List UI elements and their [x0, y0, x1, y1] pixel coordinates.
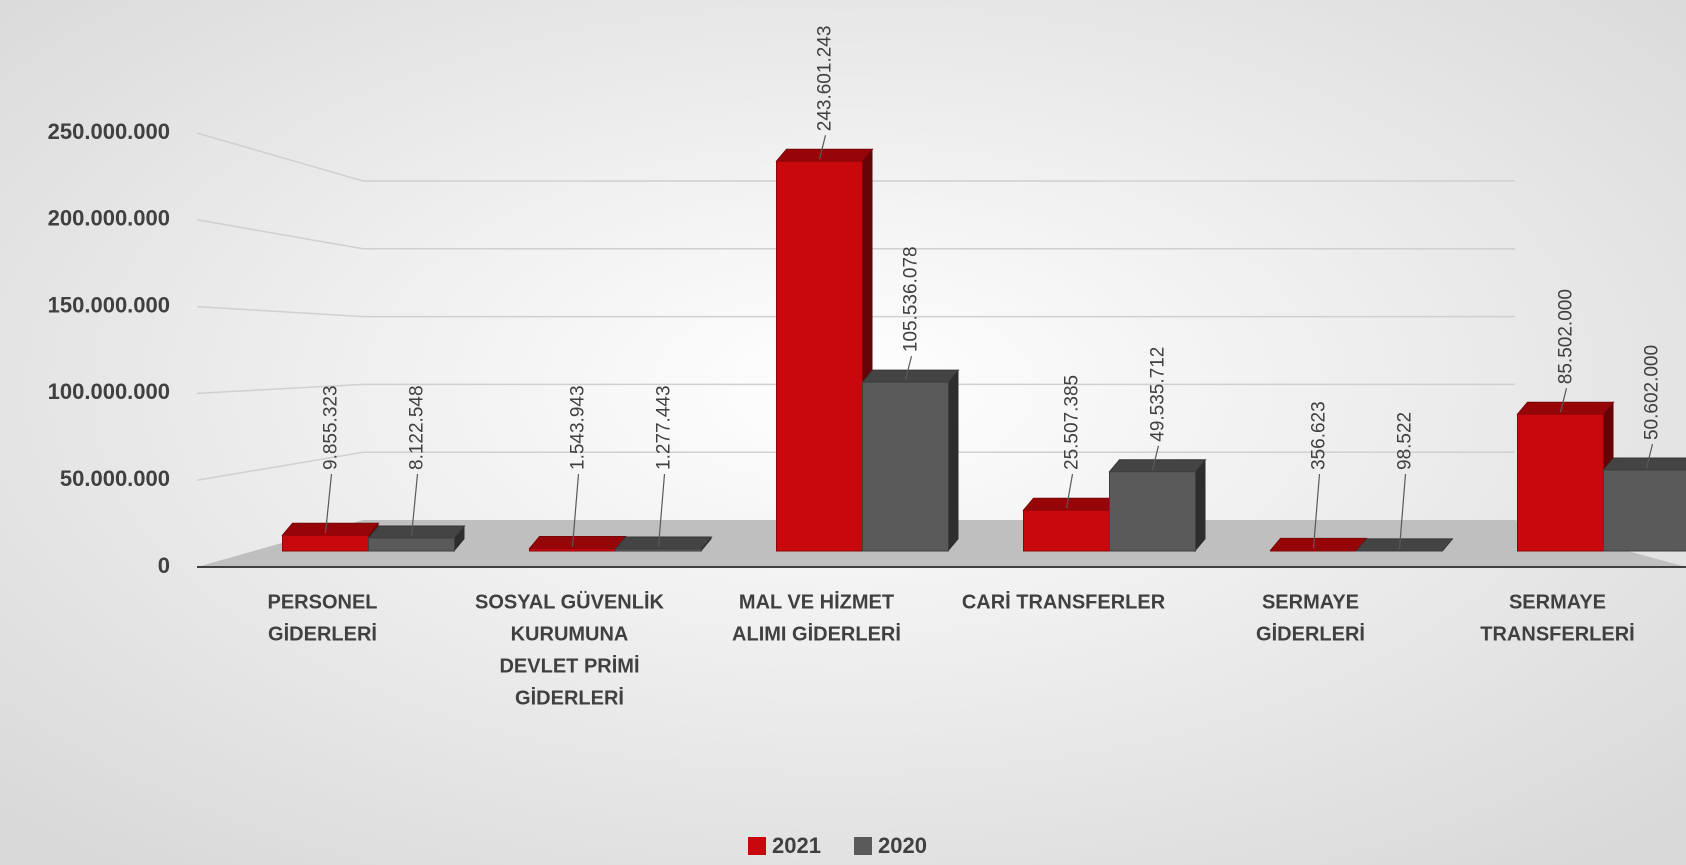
bar	[1022, 497, 1121, 552]
grid-line	[196, 383, 1515, 395]
value-label: 98.522	[1395, 412, 1416, 470]
x-tick-label: GİDERLERİ	[268, 622, 377, 645]
grid-line	[196, 219, 1515, 250]
bar	[614, 536, 713, 552]
x-tick-label: TRANSFERLERİ	[1480, 622, 1634, 645]
bar	[1108, 459, 1207, 552]
x-tick-label: SOSYAL GÜVENLİK	[475, 590, 664, 613]
bar-top	[1269, 537, 1368, 551]
y-tick-label: 200.000.000	[48, 206, 170, 231]
bar-top	[614, 536, 713, 550]
y-tick-label: 100.000.000	[48, 379, 170, 404]
leader-line	[1559, 388, 1568, 413]
bar	[1602, 457, 1686, 552]
y-tick-label: 150.000.000	[48, 292, 170, 317]
bar	[1269, 537, 1368, 552]
x-tick-label: PERSONEL	[267, 591, 377, 613]
bar-front	[1023, 509, 1110, 552]
leader-line	[1645, 443, 1654, 469]
value-label: 105.536.078	[901, 246, 922, 352]
grid-line	[196, 305, 1515, 318]
bar-front	[529, 548, 616, 552]
y-tick-label: 0	[158, 553, 170, 578]
bar-front	[282, 534, 369, 552]
bar-top	[367, 525, 466, 539]
bar-top	[1516, 401, 1615, 415]
leader-line	[818, 135, 827, 160]
legend-label: 2021	[772, 833, 821, 858]
value-label: 85.502.000	[1556, 289, 1577, 384]
bar	[1355, 538, 1454, 552]
x-tick-label: GİDERLERİ	[515, 686, 624, 709]
value-label: 9.855.323	[321, 385, 342, 470]
bar	[367, 525, 466, 552]
value-label: 356.623	[1309, 401, 1330, 470]
bar-top	[1355, 538, 1454, 552]
bar	[528, 536, 627, 552]
legend-label: 2020	[878, 833, 927, 858]
bar-front	[1109, 471, 1196, 552]
value-label: 8.122.548	[407, 385, 428, 470]
grid-line	[196, 451, 1515, 481]
bar-top	[861, 369, 960, 383]
leader-line	[904, 355, 913, 381]
y-tick-label: 250.000.000	[48, 119, 170, 144]
bar-front	[1603, 469, 1686, 552]
bar-top	[1022, 497, 1121, 511]
bar-front	[1270, 549, 1357, 552]
bar-side	[1195, 459, 1206, 551]
x-tick-label: SERMAYE	[1262, 591, 1359, 613]
leader-line	[1151, 445, 1160, 470]
x-tick-label: GİDERLERİ	[1256, 622, 1365, 645]
bar	[861, 369, 960, 552]
bar-top	[775, 148, 874, 162]
bar-front	[615, 548, 702, 552]
leader-line	[571, 473, 580, 547]
grid-line	[196, 132, 1515, 182]
bar-top	[1602, 457, 1686, 471]
value-label: 243.601.243	[815, 26, 836, 132]
leader-line	[1312, 473, 1321, 549]
x-tick-label: DEVLET PRİMİ	[499, 654, 639, 677]
leader-line	[324, 473, 333, 534]
x-tick-label: CARİ TRANSFERLER	[962, 590, 1166, 613]
bar	[281, 522, 380, 552]
bar-top	[528, 536, 627, 550]
bar-front	[776, 160, 863, 552]
bar-side	[454, 526, 465, 551]
bar-front	[1517, 413, 1604, 552]
value-label: 25.507.385	[1062, 375, 1083, 470]
bar-top	[281, 522, 380, 536]
x-tick-label: SERMAYE	[1509, 591, 1606, 613]
bar-side	[948, 370, 959, 551]
x-tick-label: KURUMUNA	[511, 623, 629, 645]
leader-line	[410, 473, 419, 537]
y-tick-label: 50.000.000	[60, 466, 170, 491]
legend-swatch	[748, 837, 766, 855]
value-label: 50.602.000	[1642, 345, 1663, 440]
value-label: 49.535.712	[1148, 347, 1169, 442]
bar-front	[862, 381, 949, 552]
bar-top	[1108, 459, 1207, 473]
value-label: 1.543.943	[568, 385, 589, 470]
x-tick-label: MAL VE HİZMET	[739, 590, 894, 613]
legend-swatch	[854, 837, 872, 855]
bar-front	[368, 537, 455, 552]
x-tick-label: ALIMI GİDERLERİ	[732, 622, 901, 645]
bar	[1516, 401, 1615, 552]
bar	[775, 148, 874, 552]
leader-line	[1065, 473, 1074, 509]
leader-line	[657, 473, 666, 548]
leader-line	[1398, 473, 1407, 549]
value-label: 1.277.443	[654, 385, 675, 470]
